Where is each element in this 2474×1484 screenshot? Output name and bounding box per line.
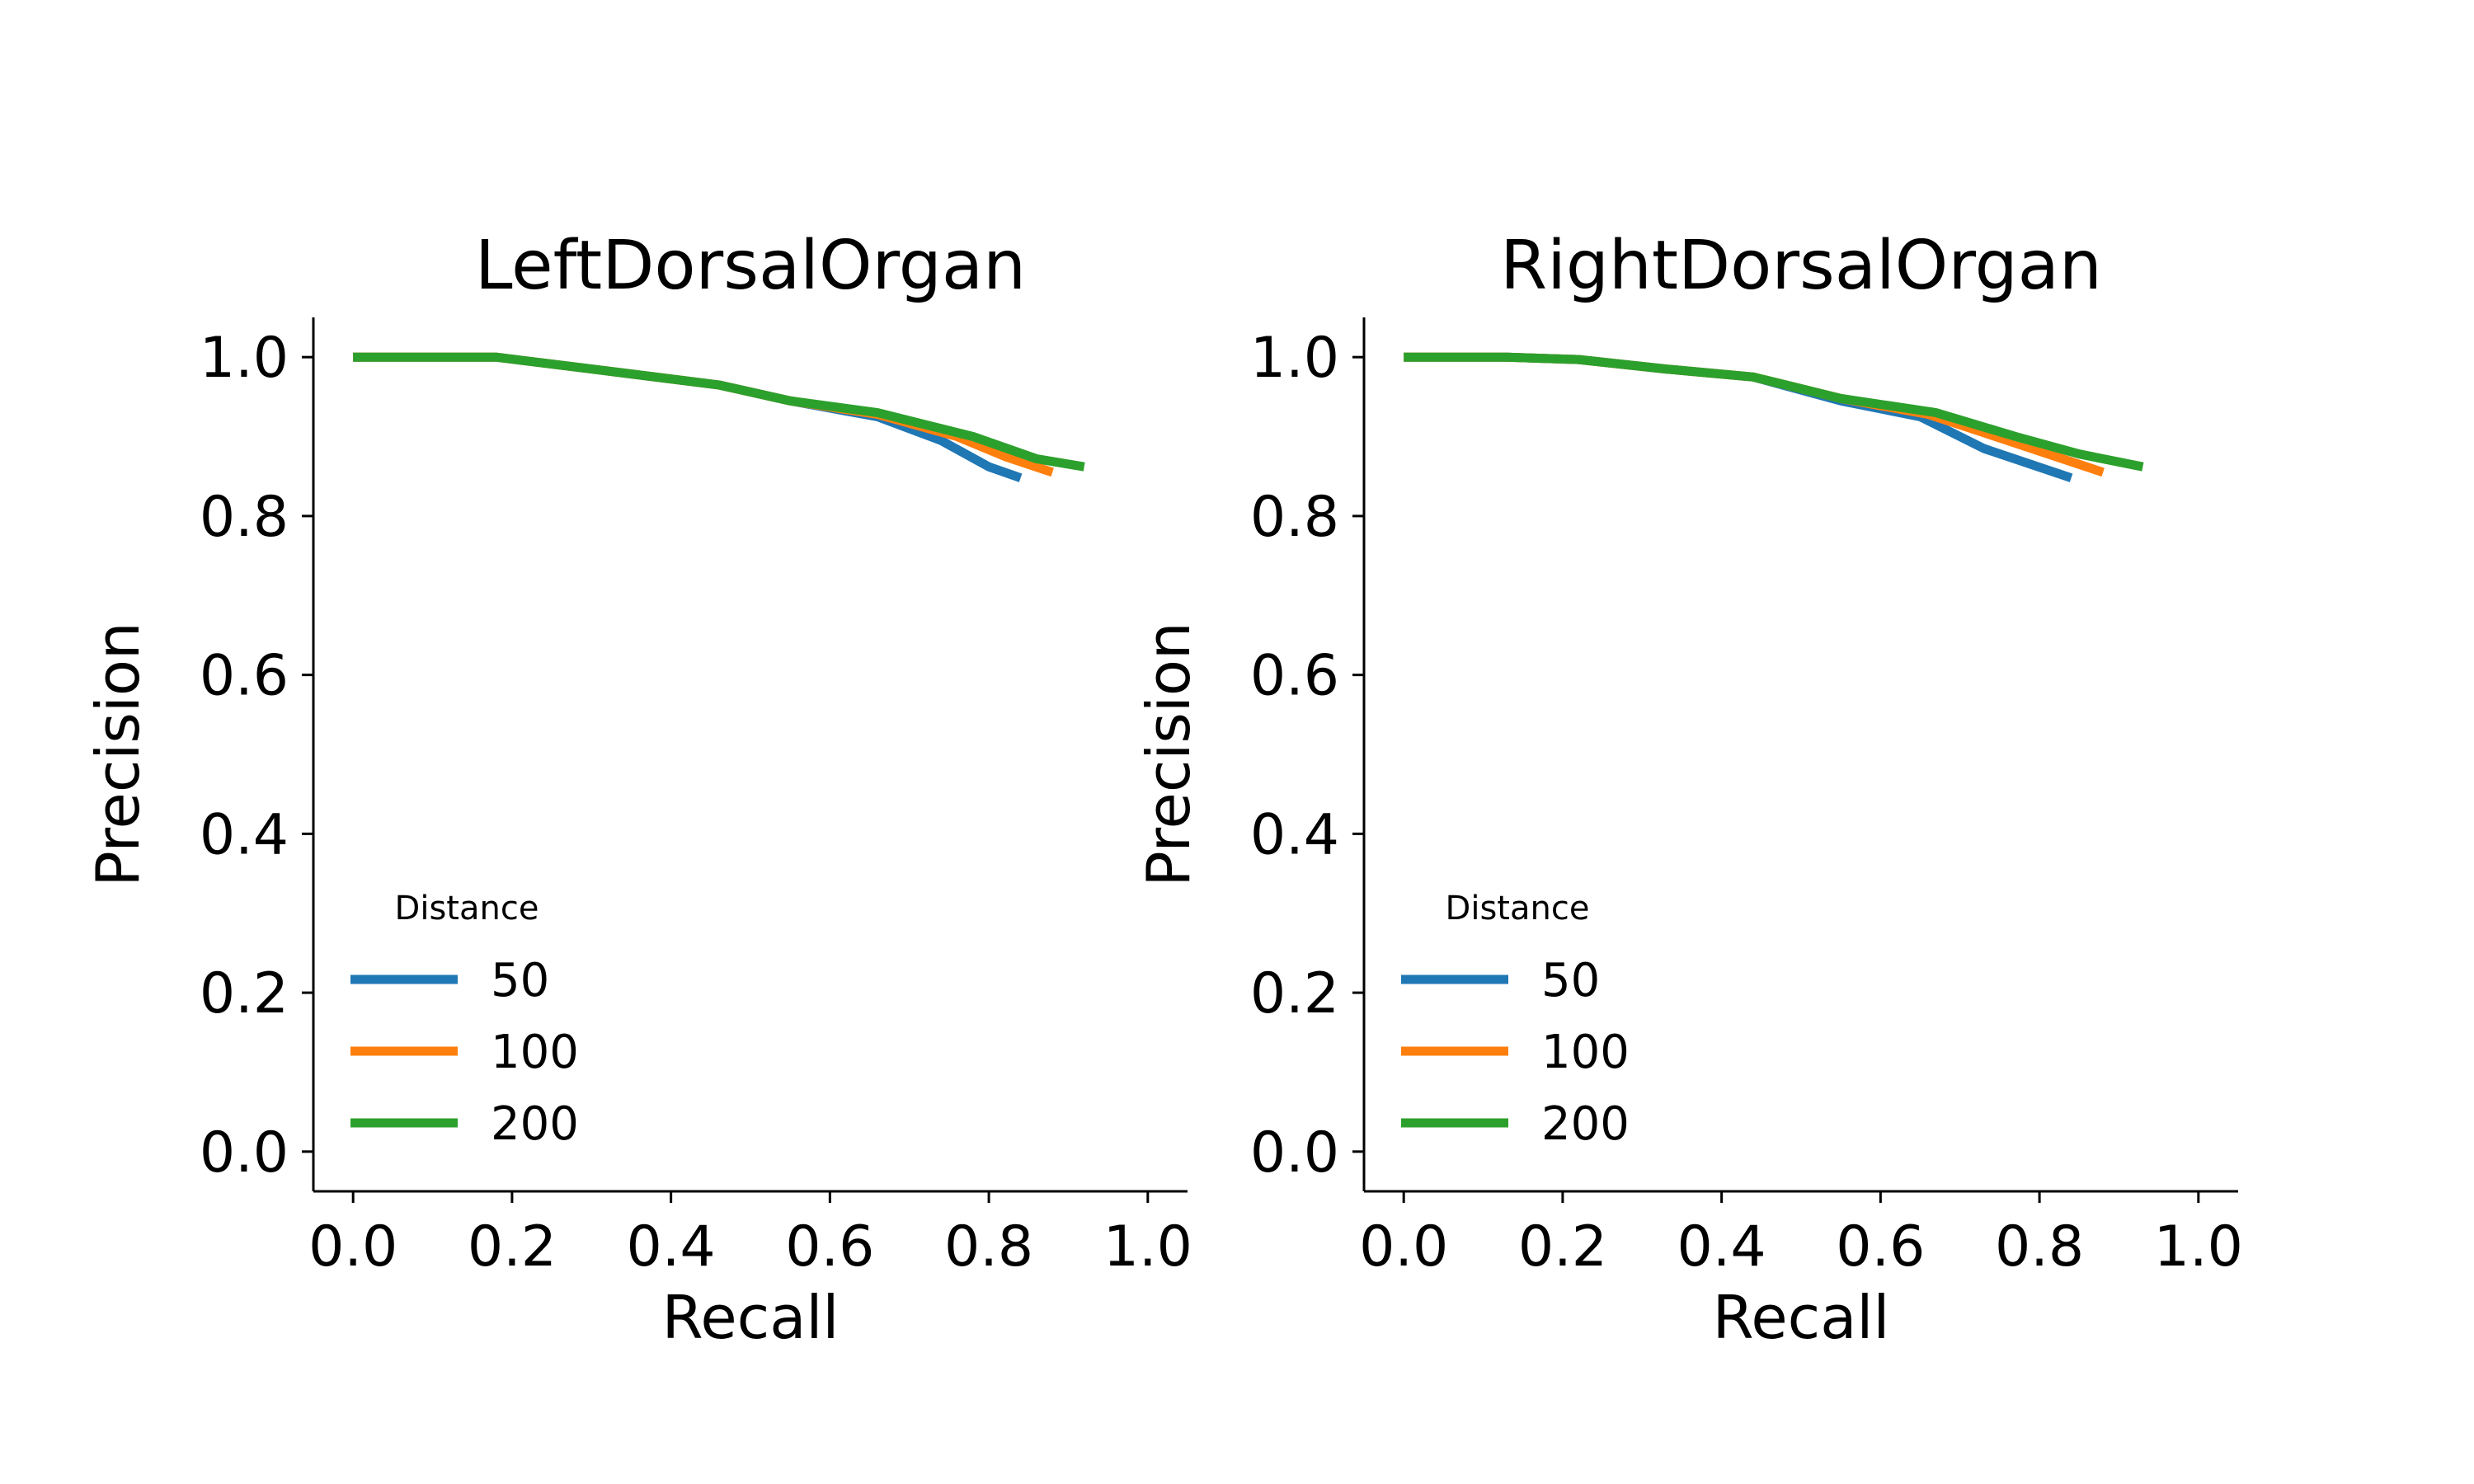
series-line-50 <box>353 352 1023 482</box>
chart-panel-1: 0.0 0.2 0.4 0.6 0.8 1.0 0.0 0.2 0.4 0.6 0.8 1.0 Reca… <box>83 227 1192 1352</box>
y-axis-label: Precision <box>83 622 153 886</box>
x-tick-label: 0.2 <box>468 1214 557 1280</box>
x-tick-label: 0.0 <box>308 1214 397 1280</box>
legend-label: 50 <box>491 954 549 1007</box>
y-tick-label: 0.8 <box>200 485 289 550</box>
legend: Distance 50 100 200 <box>1401 890 1630 1151</box>
x-tick-label: 0.2 <box>1518 1214 1607 1280</box>
x-tick-label: 0.8 <box>944 1214 1033 1280</box>
y-tick-label: 0.6 <box>200 644 289 709</box>
legend-label: 200 <box>491 1097 579 1151</box>
x-tick-label: 0.4 <box>627 1214 716 1280</box>
y-tick-label: 0.0 <box>1250 1120 1339 1186</box>
y-axis-label: Precision <box>1134 622 1203 886</box>
y-tick-label: 0.8 <box>1250 485 1339 550</box>
legend-label: 200 <box>1541 1097 1630 1151</box>
legend-label: 50 <box>1541 954 1600 1007</box>
x-axis-label: Recall <box>1713 1283 1890 1352</box>
chart-title: LeftDorsalOrgan <box>475 227 1026 305</box>
x-tick-label: 0.8 <box>1995 1214 2084 1280</box>
y-tick-label: 0.6 <box>1250 644 1339 709</box>
x-tick-label: 0.6 <box>785 1214 874 1280</box>
x-tick-label: 0.4 <box>1677 1214 1766 1280</box>
y-tick-label: 0.0 <box>200 1120 289 1186</box>
y-tick-label: 1.0 <box>1250 326 1339 391</box>
chart-panel-2: 0.0 0.2 0.4 0.6 0.8 1.0 0.0 0.2 0.4 0.6 0.8 1.0 Reca… <box>1134 227 2243 1352</box>
series-line-100 <box>353 352 1054 477</box>
x-axis-label: Recall <box>662 1283 840 1352</box>
legend-label: 100 <box>1541 1026 1630 1079</box>
legend-label: 100 <box>491 1026 579 1079</box>
y-tick-label: 1.0 <box>200 326 289 391</box>
legend-title: Distance <box>395 890 539 928</box>
legend-title: Distance <box>1446 890 1590 928</box>
y-tick-label: 0.4 <box>200 802 289 867</box>
y-tick-label: 0.4 <box>1250 802 1339 867</box>
legend: Distance 50 100 200 <box>350 890 579 1151</box>
series-line-200 <box>1404 352 2144 472</box>
chart-title: RightDorsalOrgan <box>1500 227 2102 305</box>
x-tick-label: 1.0 <box>2154 1214 2243 1280</box>
x-tick-label: 0.0 <box>1359 1214 1448 1280</box>
series-line-200 <box>353 352 1085 472</box>
y-tick-label: 0.2 <box>200 961 289 1026</box>
x-tick-label: 1.0 <box>1103 1214 1192 1280</box>
x-tick-label: 0.6 <box>1836 1214 1925 1280</box>
y-tick-label: 0.2 <box>1250 961 1339 1026</box>
